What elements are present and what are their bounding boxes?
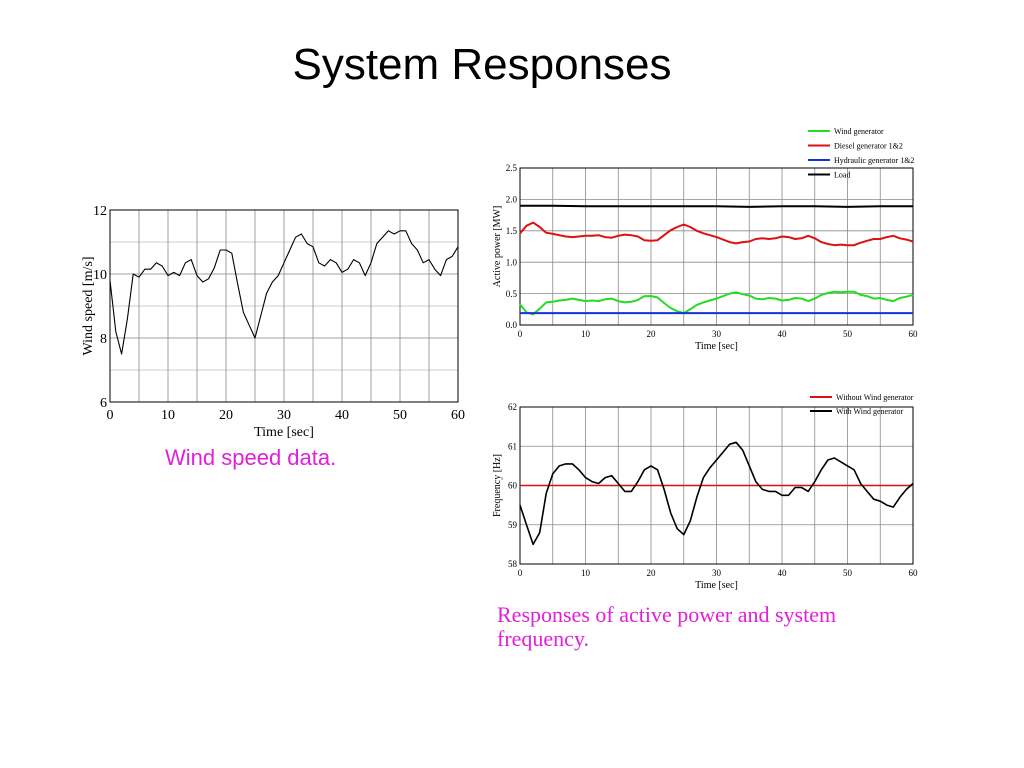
x-tick-label: 0 bbox=[518, 329, 523, 339]
x-tick-label: 30 bbox=[277, 408, 291, 423]
x-tick-label: 50 bbox=[843, 568, 853, 578]
y-axis-label: Frequency [Hz] bbox=[492, 454, 503, 517]
wind-speed-caption: Wind speed data. bbox=[165, 445, 337, 470]
x-tick-label: 40 bbox=[778, 568, 788, 578]
x-axis-label: Time [sec] bbox=[695, 341, 738, 352]
y-tick-label: 59 bbox=[508, 520, 518, 530]
x-tick-label: 10 bbox=[581, 568, 591, 578]
x-tick-label: 20 bbox=[219, 408, 233, 423]
x-tick-label: 60 bbox=[909, 329, 919, 339]
series-line-diesel-generator-1-2 bbox=[519, 221, 914, 247]
x-tick-label: 0 bbox=[107, 408, 114, 423]
plot-frame bbox=[109, 209, 459, 403]
legend-entry: Without Wind generator bbox=[836, 393, 914, 402]
x-tick-label: 50 bbox=[843, 329, 853, 339]
y-axis-label: Active power [MW] bbox=[492, 206, 503, 288]
x-tick-label: 20 bbox=[647, 568, 657, 578]
x-axis-label: Time [sec] bbox=[695, 580, 738, 591]
legend: Without Wind generator With Wind generato… bbox=[810, 393, 914, 416]
y-tick-label: 1.5 bbox=[506, 226, 518, 236]
y-tick-label: 58 bbox=[508, 559, 518, 569]
y-tick-label: 0.0 bbox=[506, 320, 518, 330]
x-tick-label: 20 bbox=[647, 329, 657, 339]
y-tick-label: 2.5 bbox=[506, 163, 518, 173]
legend-entry: With Wind generator bbox=[836, 407, 904, 416]
series-line-wind-generator bbox=[519, 290, 914, 316]
y-tick-label: 60 bbox=[508, 481, 518, 491]
y-tick-label: 1.0 bbox=[506, 257, 518, 267]
x-tick-label: 0 bbox=[518, 568, 523, 578]
series-line-with-wind-generator bbox=[519, 441, 914, 546]
series-line-load bbox=[520, 204, 913, 208]
y-tick-label: 6 bbox=[100, 396, 107, 411]
x-tick-label: 30 bbox=[712, 568, 722, 578]
x-tick-label: 40 bbox=[778, 329, 788, 339]
y-tick-label: 10 bbox=[93, 268, 107, 283]
page-title: System Responses bbox=[292, 40, 672, 89]
y-tick-label: 12 bbox=[93, 204, 107, 219]
x-tick-label: 10 bbox=[581, 329, 591, 339]
y-tick-label: 8 bbox=[100, 332, 107, 347]
y-tick-label: 62 bbox=[508, 402, 517, 412]
x-tick-label: 30 bbox=[712, 329, 722, 339]
legend-entry: Hydraulic generator 1&2 bbox=[834, 156, 914, 165]
x-tick-label: 50 bbox=[393, 408, 407, 423]
x-tick-label: 10 bbox=[161, 408, 175, 423]
wind-speed-chart: 0 10 20 30 40 50 60 6 8 10 12 Time [sec] Wind speed … bbox=[81, 204, 465, 440]
x-tick-label: 60 bbox=[909, 568, 919, 578]
x-tick-label: 40 bbox=[335, 408, 349, 423]
y-axis-label: Wind speed [m/s] bbox=[81, 257, 96, 356]
legend: Wind generator Diesel generator 1&2 Hydrau… bbox=[808, 127, 914, 180]
y-tick-label: 61 bbox=[508, 441, 517, 451]
y-tick-label: 0.5 bbox=[506, 289, 518, 299]
legend-entry: Diesel generator 1&2 bbox=[834, 142, 903, 151]
responses-caption: Responses of active power and system fre… bbox=[497, 602, 837, 651]
plot-frame bbox=[519, 167, 914, 326]
x-tick-label: 60 bbox=[451, 408, 465, 423]
legend-entry: Load bbox=[834, 171, 850, 180]
legend-entry: Wind generator bbox=[834, 127, 884, 136]
x-axis-label: Time [sec] bbox=[254, 425, 314, 440]
series-line bbox=[109, 230, 459, 355]
frequency-chart: 0 10 20 30 40 50 60 58 59 60 61 62 Time [sec] Frequen… bbox=[492, 393, 919, 591]
y-tick-label: 2.0 bbox=[506, 195, 518, 205]
active-power-chart: 0 10 20 30 40 50 60 0.0 0.5 1.0 1.5 2.0 2.5 Time [sec… bbox=[492, 127, 919, 352]
